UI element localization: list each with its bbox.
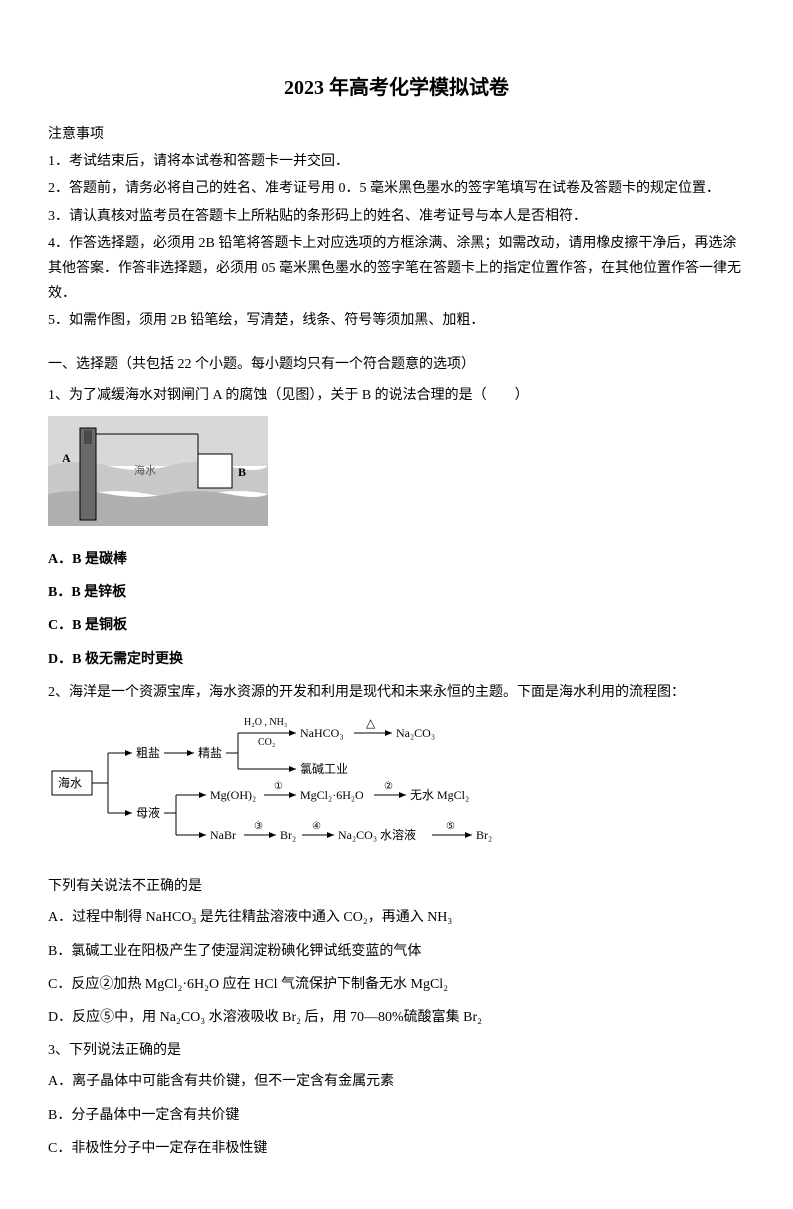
fig2-mgcl26h2o: MgCl₂·6H₂O <box>300 788 364 802</box>
section1-header: 一、选择题（共包括 22 个小题。每小题均只有一个符合题意的选项） <box>48 352 745 377</box>
page-title: 2023 年高考化学模拟试卷 <box>48 70 745 106</box>
fig2-na2co3: Na₂CO₃ <box>396 726 435 740</box>
q1-text: 1、为了减缓海水对钢闸门 A 的腐蚀（见图），关于 B 的说法合理的是（ ） <box>48 383 745 408</box>
fig2-co2: CO₂ <box>258 737 275 748</box>
q2-option-b: B．氯碱工业在阳极产生了使湿润淀粉碘化钾试纸变蓝的气体 <box>48 939 745 964</box>
q3-text: 3、下列说法正确的是 <box>48 1038 745 1063</box>
q2-followup: 下列有关说法不正确的是 <box>48 874 745 899</box>
q2-figure: 海水 粗盐 精盐 H₂O , NH₃ CO₂ NaHCO₃ △ Na₂CO₃ 氯… <box>48 713 745 862</box>
fig2-delta: △ <box>366 716 376 730</box>
figure1-label-sea: 海水 <box>134 463 156 477</box>
notice-header: 注意事项 <box>48 122 745 147</box>
q2-option-d: D．反应⑤中，用 Na₂CO₃ 水溶液吸收 Br₂ 后，用 70—80%硫酸富集… <box>48 1005 745 1030</box>
q2-option-c: C．反应②加热 MgCl₂·6H₂O 应在 HCl 气流保护下制备无水 MgCl… <box>48 972 745 997</box>
q3-option-a: A．离子晶体中可能含有共价键，但不一定含有金属元素 <box>48 1069 745 1094</box>
q1-option-d: D．B 极无需定时更换 <box>48 647 745 672</box>
notice-item-1: 1．考试结束后，请将本试卷和答题卡一并交回． <box>48 149 745 174</box>
fig2-nahco3: NaHCO₃ <box>300 726 344 740</box>
q1-option-c: C．B 是铜板 <box>48 613 745 638</box>
q1-option-b: B．B 是锌板 <box>48 580 745 605</box>
fig2-circ2: ② <box>384 781 393 792</box>
q3-option-b: B．分子晶体中一定含有共价键 <box>48 1103 745 1128</box>
fig2-h2o-nh3: H₂O , NH₃ <box>244 717 287 728</box>
fig2-mgoh2: Mg(OH)₂ <box>210 788 256 802</box>
question-1: 1、为了减缓海水对钢闸门 A 的腐蚀（见图），关于 B 的说法合理的是（ ） A… <box>48 383 745 672</box>
fig2-br2-1: Br₂ <box>280 828 296 842</box>
q2-text: 2、海洋是一个资源宝库，海水资源的开发和利用是现代和未来永恒的主题。下面是海水利… <box>48 680 745 705</box>
q3-option-c: C．非极性分子中一定存在非极性键 <box>48 1136 745 1161</box>
fig2-nabr: NaBr <box>210 828 236 842</box>
q2-option-a: A．过程中制得 NaHCO₃ 是先往精盐溶液中通入 CO₂，再通入 NH₃ <box>48 905 745 930</box>
figure1-label-b: B <box>238 465 246 479</box>
figure1-label-a: A <box>62 451 71 465</box>
question-2: 2、海洋是一个资源宝库，海水资源的开发和利用是现代和未来永恒的主题。下面是海水利… <box>48 680 745 1030</box>
notice-item-3: 3．请认真核对监考员在答题卡上所粘贴的条形码上的姓名、准考证号与本人是否相符． <box>48 204 745 229</box>
fig2-na2co3sol: Na₂CO₃ 水溶液 <box>338 827 416 842</box>
q1-figure: A B 海水 <box>48 416 745 535</box>
q1-option-a: A．B 是碳棒 <box>48 547 745 572</box>
fig2-br2-2: Br₂ <box>476 828 492 842</box>
question-3: 3、下列说法正确的是 A．离子晶体中可能含有共价键，但不一定含有金属元素 B．分… <box>48 1038 745 1161</box>
fig2-circ3: ③ <box>254 821 263 832</box>
fig2-crude: 粗盐 <box>136 746 160 760</box>
fig2-seawater: 海水 <box>58 775 82 790</box>
fig2-mgcl2: 无水 MgCl₂ <box>410 788 469 802</box>
fig2-circ1: ① <box>274 781 283 792</box>
notice-item-2: 2．答题前，请务必将自己的姓名、准考证号用 0．5 毫米黑色墨水的签字笔填写在试… <box>48 176 745 201</box>
fig2-circ5: ⑤ <box>446 821 455 832</box>
fig2-chlor: 氯碱工业 <box>300 762 348 776</box>
notice-item-5: 5．如需作图，须用 2B 铅笔绘，写清楚，线条、符号等须加黑、加粗． <box>48 308 745 333</box>
fig2-mother: 母液 <box>136 805 160 820</box>
notice-item-4: 4．作答选择题，必须用 2B 铅笔将答题卡上对应选项的方框涂满、涂黑；如需改动，… <box>48 231 745 307</box>
fig2-refined: 精盐 <box>198 746 222 760</box>
fig2-circ4: ④ <box>312 821 321 832</box>
